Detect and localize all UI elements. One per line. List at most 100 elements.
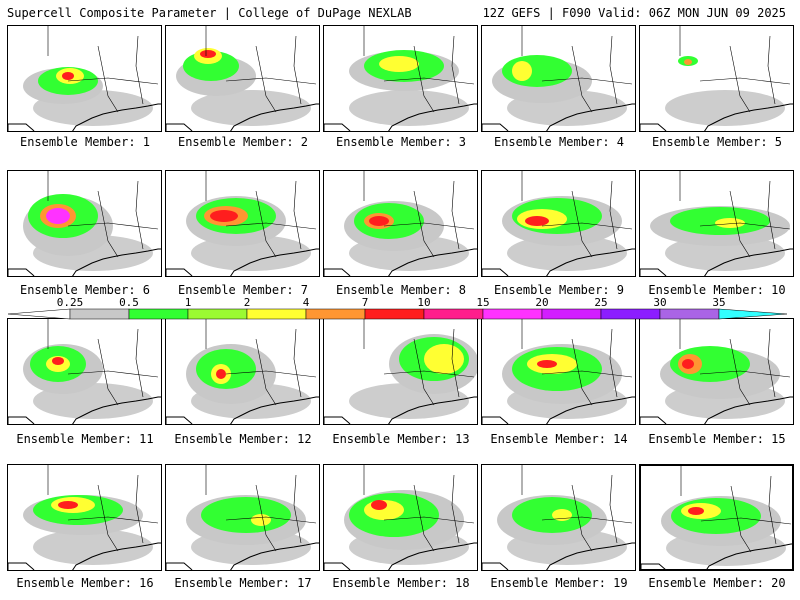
ensemble-member-label: Ensemble Member: 5 [651, 135, 783, 149]
scp-contour [371, 500, 387, 510]
scp-field [641, 466, 792, 569]
coastline [482, 248, 635, 276]
scp-contour [52, 357, 64, 365]
state-border [680, 466, 792, 553]
scp-contour [424, 344, 464, 374]
colorbar-segment [364, 308, 425, 320]
ensemble-member-6-map[interactable] [7, 170, 162, 277]
scp-contour-low [665, 90, 785, 126]
state-border [363, 319, 475, 406]
ensemble-member-15-map[interactable] [639, 318, 794, 425]
colorbar-arrow-high [718, 308, 788, 320]
ensemble-member-label: Ensemble Member: 7 [177, 283, 309, 297]
ensemble-member-2-map[interactable] [165, 25, 320, 132]
scp-field [166, 171, 319, 276]
scp-field [482, 319, 635, 424]
ensemble-member-10-map[interactable] [639, 170, 794, 277]
state-border [205, 171, 317, 258]
ensemble-member-label: Ensemble Member: 3 [335, 135, 467, 149]
ensemble-member-19-map[interactable] [481, 464, 636, 571]
ensemble-member-20-map[interactable] [639, 464, 794, 571]
colorbar-tick-label: 7 [361, 296, 369, 309]
coastline [8, 396, 161, 424]
coastline [482, 542, 635, 570]
ensemble-member-13-map[interactable] [323, 318, 478, 425]
ensemble-member-label: Ensemble Member: 11 [16, 432, 154, 446]
ensemble-member-label: Ensemble Member: 15 [648, 432, 786, 446]
coastline [640, 103, 793, 131]
ensemble-member-1-map[interactable] [7, 25, 162, 132]
ensemble-member-7-map[interactable] [165, 170, 320, 277]
colorbar-segment [246, 308, 307, 320]
ensemble-member-9-map[interactable] [481, 170, 636, 277]
coastline [482, 396, 635, 424]
ensemble-member-16-map[interactable] [7, 464, 162, 571]
colorbar [8, 308, 788, 320]
state-border [521, 465, 633, 552]
coastline [166, 542, 319, 570]
scp-contour [216, 369, 226, 379]
colorbar-segment [128, 308, 189, 320]
ensemble-member-17-map[interactable] [165, 464, 320, 571]
ensemble-member-label: Ensemble Member: 19 [490, 576, 628, 590]
scp-field [324, 465, 477, 570]
ensemble-member-18-map[interactable] [323, 464, 478, 571]
scp-field [166, 319, 319, 424]
ensemble-member-12-map[interactable] [165, 318, 320, 425]
scp-contour [684, 59, 692, 65]
scp-field [8, 319, 161, 424]
ensemble-member-3-map[interactable] [323, 25, 478, 132]
scp-contour-low [507, 235, 627, 271]
ensemble-member-14-map[interactable] [481, 318, 636, 425]
ensemble-member-label: Ensemble Member: 12 [174, 432, 312, 446]
scp-field [482, 26, 635, 131]
ensemble-member-label: Ensemble Member: 13 [332, 432, 470, 446]
colorbar-segment [482, 308, 543, 320]
coastline [641, 543, 792, 569]
ensemble-member-11-map[interactable] [7, 318, 162, 425]
scp-contour [62, 72, 74, 80]
scp-field [8, 171, 161, 276]
scp-field [482, 465, 635, 570]
scp-field [8, 26, 161, 131]
scp-field [166, 26, 319, 131]
page-title: Supercell Composite Parameter | College … [7, 6, 412, 20]
state-border [205, 465, 317, 552]
scp-contour [688, 507, 704, 515]
ensemble-member-4-map[interactable] [481, 25, 636, 132]
colorbar-segment [541, 308, 602, 320]
state-border [47, 171, 159, 258]
ensemble-member-label: Ensemble Member: 1 [19, 135, 151, 149]
coastline [324, 396, 477, 424]
colorbar-tick-label: 4 [302, 296, 310, 309]
state-border [205, 319, 317, 406]
scp-contour [58, 501, 78, 509]
scp-contour [46, 208, 70, 224]
ensemble-member-label: Ensemble Member: 20 [648, 576, 786, 590]
coastline [324, 542, 477, 570]
colorbar-tick-label: 15 [476, 296, 490, 309]
scp-contour-low [349, 90, 469, 126]
scp-contour [537, 360, 557, 368]
state-border [679, 26, 791, 113]
colorbar-tick-label: 1 [184, 296, 192, 309]
scp-field [640, 171, 793, 276]
scp-field [324, 26, 477, 131]
scp-field [166, 465, 319, 570]
coastline [166, 103, 319, 131]
scp-contour [715, 218, 745, 228]
scp-contour [200, 50, 216, 58]
state-border [205, 26, 317, 113]
ensemble-member-5-map[interactable] [639, 25, 794, 132]
colorbar-segment [600, 308, 661, 320]
coastline [166, 248, 319, 276]
ensemble-member-8-map[interactable] [323, 170, 478, 277]
state-border [47, 465, 159, 552]
ensemble-member-label: Ensemble Member: 16 [16, 576, 154, 590]
state-border [47, 319, 159, 406]
state-border [679, 319, 791, 406]
state-border [521, 171, 633, 258]
coastline [8, 248, 161, 276]
scp-field [640, 319, 793, 424]
colorbar-tick-label: 0.25 [56, 296, 84, 309]
